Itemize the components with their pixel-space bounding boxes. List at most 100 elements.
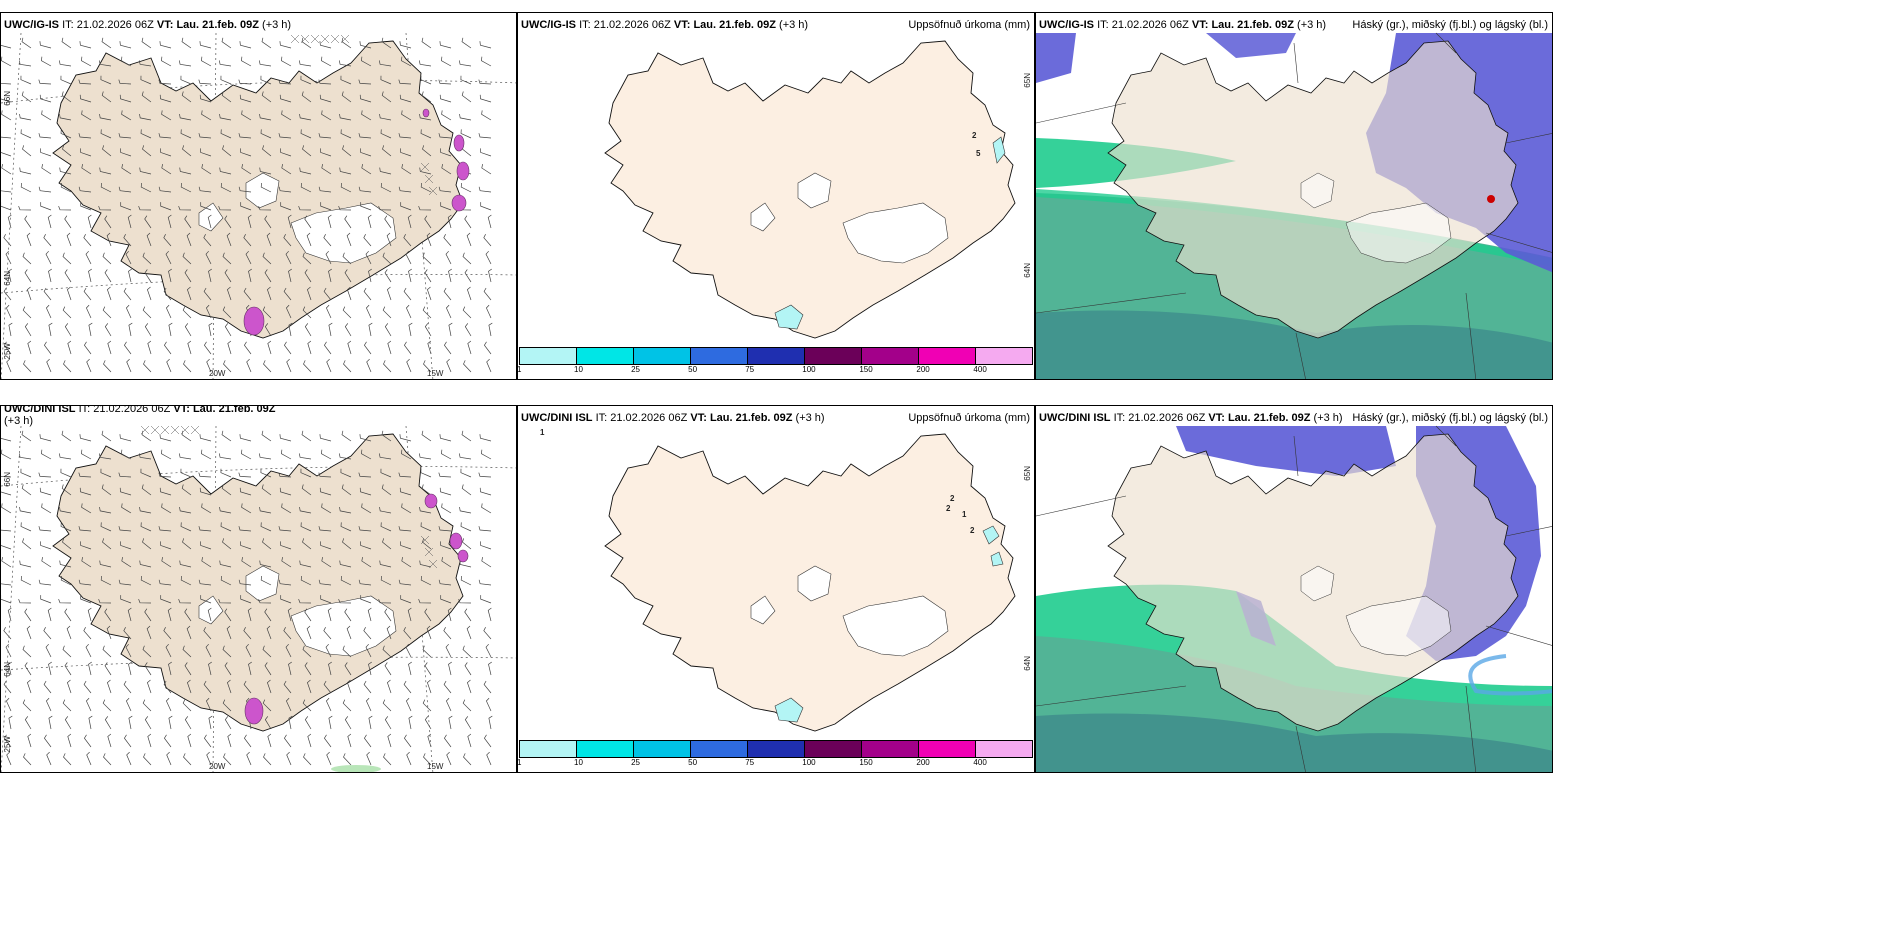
wind-barb [6, 751, 12, 766]
wind-barb [160, 202, 172, 211]
wind-barb [386, 625, 392, 640]
wind-barb [340, 575, 352, 586]
wind-barb [222, 538, 232, 550]
wind-barb [304, 215, 312, 229]
wind-barb [24, 716, 32, 730]
wind-barb [144, 662, 152, 676]
wind-barb [223, 360, 232, 373]
wind-barb [258, 598, 272, 604]
wind-barb [462, 145, 472, 157]
wind-barb [266, 679, 272, 694]
wind-barb [440, 148, 452, 157]
wind-barb [418, 453, 432, 460]
wind-barb [226, 232, 232, 247]
wind-barb [440, 595, 452, 604]
wind-barb [264, 215, 272, 229]
wind-barb [281, 557, 292, 568]
wind-barb [38, 472, 52, 478]
wind-barb [142, 306, 152, 319]
wind-barb [366, 358, 372, 373]
wind-barb [100, 129, 112, 139]
wind-barb [341, 91, 352, 103]
wind-barb [483, 627, 492, 640]
wind-barb [321, 557, 332, 568]
wind-barb [168, 661, 173, 676]
colorbar-segment [520, 741, 577, 757]
wind-barb [361, 110, 372, 121]
wind-barb [246, 358, 252, 373]
wind-barb [163, 680, 172, 694]
wind-barb [420, 575, 432, 586]
wind-barb [180, 182, 192, 193]
wind-barb [426, 286, 432, 301]
wind-barb [342, 145, 352, 157]
wind-barb [58, 598, 72, 604]
wind-barb [461, 430, 472, 442]
wind-barb [399, 94, 412, 103]
colorbar-ticks: 1 10 25 50 75 100 150 200 400 [518, 758, 1033, 770]
wind-barb [279, 487, 292, 496]
wind-barb [422, 252, 432, 265]
wind-barb [161, 110, 172, 121]
wind-barb [139, 560, 152, 568]
lon-label: 20W [209, 369, 226, 378]
wind-barb [288, 661, 293, 676]
wind-barb [338, 60, 352, 67]
wind-barb [222, 645, 232, 658]
wind-barb [123, 341, 132, 355]
wind-barb [100, 522, 112, 532]
wind-barb [140, 575, 152, 586]
wind-barb [43, 627, 52, 640]
wind-barb [78, 526, 92, 532]
wind-barb [159, 94, 172, 103]
wind-barb [5, 697, 12, 712]
wind-barb [181, 91, 192, 103]
wind-barb [40, 541, 52, 550]
wind-barb [441, 557, 452, 568]
colorbar-tick: 25 [631, 758, 640, 767]
wind-barb [201, 56, 212, 67]
wind-barb [342, 538, 352, 550]
wind-barb [320, 148, 332, 157]
wind-barb [485, 643, 492, 658]
wind-barb [380, 75, 392, 85]
wind-barb [26, 232, 32, 247]
wind-barb [203, 287, 212, 301]
wind-barb [448, 268, 453, 283]
wind-barb [478, 133, 492, 139]
wind-barb [398, 79, 412, 85]
wind-barb [1, 56, 12, 67]
wind-barb [346, 286, 352, 301]
wind-barb [358, 79, 372, 85]
wind-barb [138, 598, 152, 604]
wind-barb [142, 252, 152, 265]
wind-barb [19, 506, 32, 514]
wind-barb [63, 360, 72, 373]
wind-barb [181, 484, 192, 496]
wind-barb [340, 522, 352, 532]
wind-barb [79, 487, 92, 496]
wind-barb [260, 182, 272, 193]
wind-barb [363, 341, 372, 355]
wind-barb [363, 234, 372, 247]
wind-barb [140, 468, 152, 478]
wind-barb [343, 360, 352, 373]
wind-barb [300, 522, 312, 532]
wind-barb [221, 91, 232, 103]
wind-barb [183, 360, 192, 373]
wind-barb [62, 645, 72, 658]
wind-barb [220, 75, 232, 85]
wind-barb [408, 715, 413, 730]
wind-barb [379, 560, 392, 568]
wind-barb [359, 41, 372, 49]
wind-barb [366, 751, 372, 766]
wind-barb [218, 453, 232, 460]
wind-barb [43, 341, 52, 355]
wind-barb [419, 560, 432, 568]
wind-barb [301, 484, 312, 496]
wind-barb [203, 627, 212, 640]
wind-barb [342, 252, 352, 265]
wind-barb [39, 41, 52, 49]
wind-barb [102, 538, 112, 550]
wind-barb [440, 202, 452, 211]
